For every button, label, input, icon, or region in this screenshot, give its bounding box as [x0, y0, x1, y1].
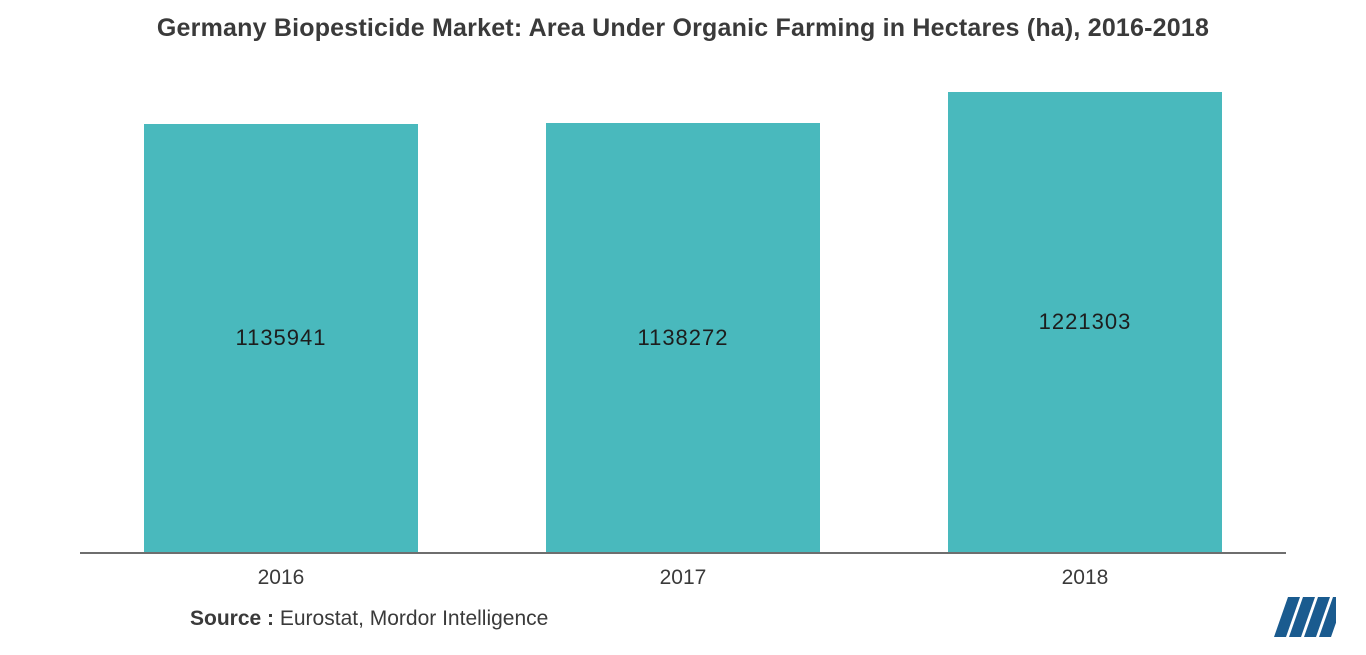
x-tick-label: 2016	[144, 566, 417, 590]
chart-container: Germany Biopesticide Market: Area Under …	[0, 0, 1366, 655]
mordor-logo-icon	[1272, 597, 1336, 637]
bar-slot: 12213032018	[948, 92, 1221, 552]
bar-slot: 11359412016	[144, 124, 417, 552]
x-tick-label: 2017	[546, 566, 819, 590]
plot-area: 11359412016 11382722017 12213032018	[80, 92, 1286, 554]
x-tick-label: 2018	[948, 566, 1221, 590]
bar-value-label: 1138272	[546, 325, 819, 351]
source-label: Source :	[190, 607, 274, 630]
bar-value-label: 1221303	[948, 309, 1221, 335]
source-line: Source : Eurostat, Mordor Intelligence	[190, 607, 548, 631]
bar-value-label: 1135941	[144, 325, 417, 351]
source-text: Eurostat, Mordor Intelligence	[280, 607, 548, 630]
bar-slot: 11382722017	[546, 123, 819, 552]
chart-title: Germany Biopesticide Market: Area Under …	[0, 14, 1366, 43]
